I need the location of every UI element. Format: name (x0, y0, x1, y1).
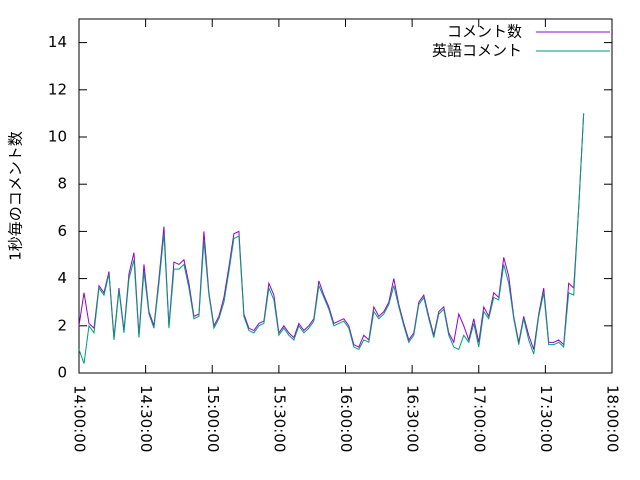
data-line (78, 113, 585, 350)
legend-label: コメント数 (447, 23, 522, 41)
x-tick-label: 14:00:00 (71, 385, 89, 452)
plot-frame (78, 18, 613, 374)
y-axis-label: 1秒毎のコメント数 (7, 131, 25, 261)
y-tick-label: 2 (57, 316, 67, 334)
x-tick-label: 15:30:00 (270, 385, 288, 452)
legend-label: 英語コメント (432, 42, 522, 60)
x-tick-label: 15:00:00 (204, 385, 222, 452)
x-tick-label: 14:30:00 (137, 385, 155, 452)
y-tick-label: 8 (57, 175, 67, 193)
x-tick-label: 16:00:00 (337, 385, 355, 452)
x-tick-label: 17:30:00 (537, 385, 555, 452)
y-tick-label: 12 (48, 80, 67, 98)
x-tick-label: 18:00:00 (604, 385, 622, 452)
y-tick-label: 4 (57, 269, 67, 287)
x-tick-label: 17:00:00 (470, 385, 488, 452)
y-tick-label: 6 (57, 222, 67, 240)
x-tick-label: 16:30:00 (404, 385, 422, 452)
y-tick-label: 0 (57, 364, 67, 382)
y-tick-label: 10 (48, 128, 67, 146)
data-line (78, 113, 585, 364)
y-tick-label: 14 (48, 33, 67, 51)
